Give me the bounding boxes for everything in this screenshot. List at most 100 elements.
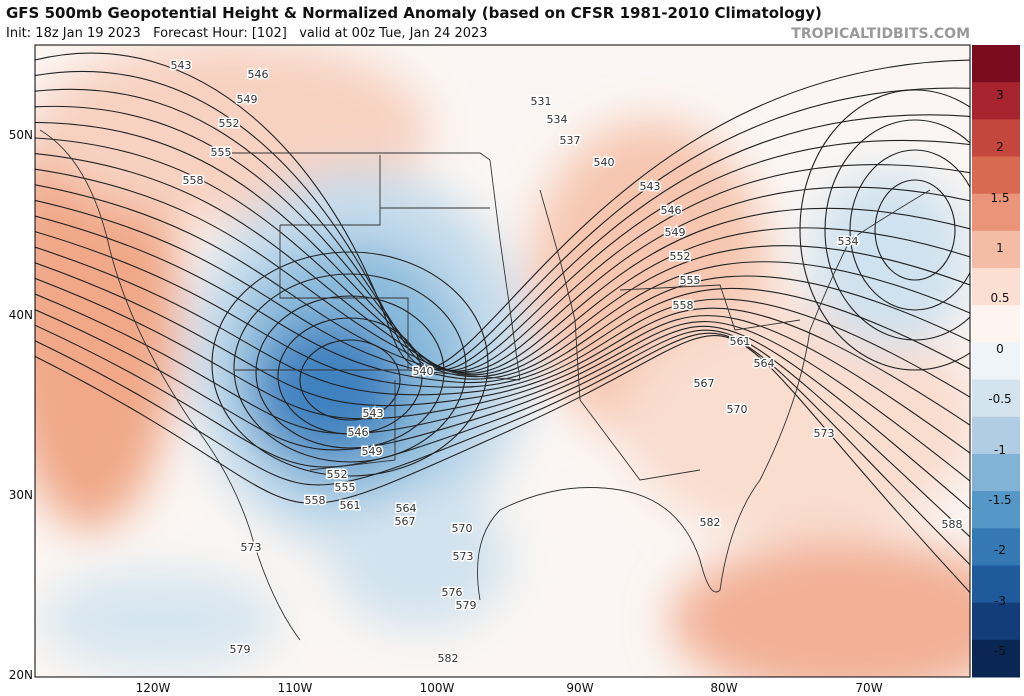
- subtitle: Init: 18z Jan 19 2023 Forecast Hour: [10…: [6, 26, 488, 41]
- lat-label: 50N: [9, 128, 33, 142]
- lat-label: 40N: [9, 308, 33, 322]
- contour-label: 546: [348, 426, 369, 439]
- contour-line: [824, 119, 970, 341]
- colorbar-swatch: [972, 453, 1020, 492]
- contour-label: 543: [640, 180, 661, 193]
- colorbar-swatch: [972, 119, 1020, 158]
- contour-line: [35, 309, 970, 510]
- contour-label: 576: [442, 586, 463, 599]
- contour-label: 540: [594, 156, 615, 169]
- lat-label: 20N: [9, 668, 33, 682]
- contour-line: [35, 262, 970, 426]
- colorbar-swatch: [972, 230, 1020, 269]
- contour-label: 543: [171, 59, 192, 72]
- colorbar-swatch: [972, 639, 1020, 678]
- colorbar-swatch: [972, 193, 1020, 232]
- contour-labels: 5435465495525555585315345375405435465495…: [169, 58, 964, 667]
- contour-label: 561: [730, 335, 751, 348]
- lat-label: 30N: [9, 488, 33, 502]
- contour-label: 534: [838, 235, 859, 248]
- contour-line: [35, 324, 970, 538]
- colorbar-label: -3: [994, 594, 1006, 608]
- contour-label: 534: [547, 113, 568, 126]
- colorbar-swatch: [972, 416, 1020, 455]
- colorbar-label: -1.5: [988, 493, 1011, 507]
- contour-label: 564: [754, 357, 775, 370]
- colorbar-swatch: [972, 82, 1020, 120]
- contour-label: 567: [395, 515, 416, 528]
- contour-line: [35, 105, 970, 371]
- contour-label: 573: [814, 427, 835, 440]
- map-frame: [34, 44, 971, 678]
- contour-line: [35, 199, 970, 380]
- lon-label: 120W: [136, 681, 171, 695]
- colorbar-swatch: [972, 528, 1020, 566]
- contour-label: 549: [362, 445, 383, 458]
- contour-label: 558: [305, 494, 326, 507]
- contour-line: [35, 335, 970, 594]
- contour-label: 570: [452, 522, 473, 535]
- colorbar: 3 2 1.5 1 0.5 0 -0.5 -1 -1.5 -2 -3 -5: [972, 45, 1020, 678]
- colorbar-swatch: [972, 268, 1020, 306]
- contour-line: [35, 231, 970, 388]
- contour-label: 561: [340, 499, 361, 512]
- contour-line: [874, 179, 956, 281]
- contour-label: 564: [396, 502, 417, 515]
- colorbar-swatch: [972, 156, 1020, 195]
- lon-label: 80W: [710, 681, 737, 695]
- contour-line: [299, 339, 401, 421]
- contour-line: [35, 277, 970, 454]
- colorbar-swatch: [972, 565, 1020, 604]
- contour-line: [35, 332, 970, 566]
- colorbar-label: 0: [996, 342, 1004, 356]
- title: GFS 500mb Geopotential Height & Normaliz…: [6, 4, 822, 22]
- contour-line: [255, 295, 445, 449]
- colorbar-label: -5: [994, 644, 1006, 658]
- lon-label: 110W: [278, 681, 313, 695]
- contour-label: 555: [335, 481, 356, 494]
- colorbar-label: 1.5: [990, 191, 1009, 205]
- contour-line: [35, 246, 970, 398]
- contour-label: 555: [680, 274, 701, 287]
- colorbar-label: 0.5: [990, 291, 1009, 305]
- contour-label: 546: [661, 204, 682, 217]
- colorbar-swatch: [972, 379, 1020, 418]
- contour-line: [233, 273, 467, 463]
- watermark: TROPICALTIDBITS.COM: [791, 26, 970, 42]
- colorbar-label: -0.5: [988, 392, 1011, 406]
- contour-label: 570: [727, 403, 748, 416]
- contour-line: [35, 293, 970, 482]
- contour-line: [211, 251, 489, 477]
- contour-line: [35, 52, 970, 370]
- contour-label: 558: [673, 299, 694, 312]
- contour-line: [849, 149, 970, 311]
- lon-label: 100W: [420, 681, 455, 695]
- colorbar-swatch: [972, 602, 1020, 641]
- contour-line: [35, 215, 970, 384]
- contour-label: 552: [219, 117, 240, 130]
- contour-label: 567: [694, 377, 715, 390]
- colorbar-swatch: [972, 491, 1020, 529]
- contour-line: [799, 89, 970, 371]
- contour-label: 540: [413, 365, 434, 378]
- lon-label: 90W: [566, 681, 593, 695]
- colorbar-label: 1: [996, 241, 1004, 255]
- colorbar-swatch: [972, 305, 1020, 343]
- contour-label: 552: [327, 468, 348, 481]
- contour-label: 582: [700, 516, 721, 529]
- contour-line: [35, 184, 970, 378]
- contour-label: 573: [453, 550, 474, 563]
- contour-label: 558: [183, 174, 204, 187]
- contour-label: 582: [438, 652, 459, 665]
- contour-line: [35, 168, 970, 376]
- contour-label: 588: [942, 518, 963, 531]
- contour-label: 549: [665, 226, 686, 239]
- contour-line: [35, 153, 970, 374]
- colorbar-label: -1: [994, 443, 1006, 457]
- colorbar-label: 2: [996, 140, 1004, 154]
- contour-line: [277, 317, 423, 435]
- contour-label: 579: [456, 599, 477, 612]
- colorbar-swatch: [972, 45, 1020, 83]
